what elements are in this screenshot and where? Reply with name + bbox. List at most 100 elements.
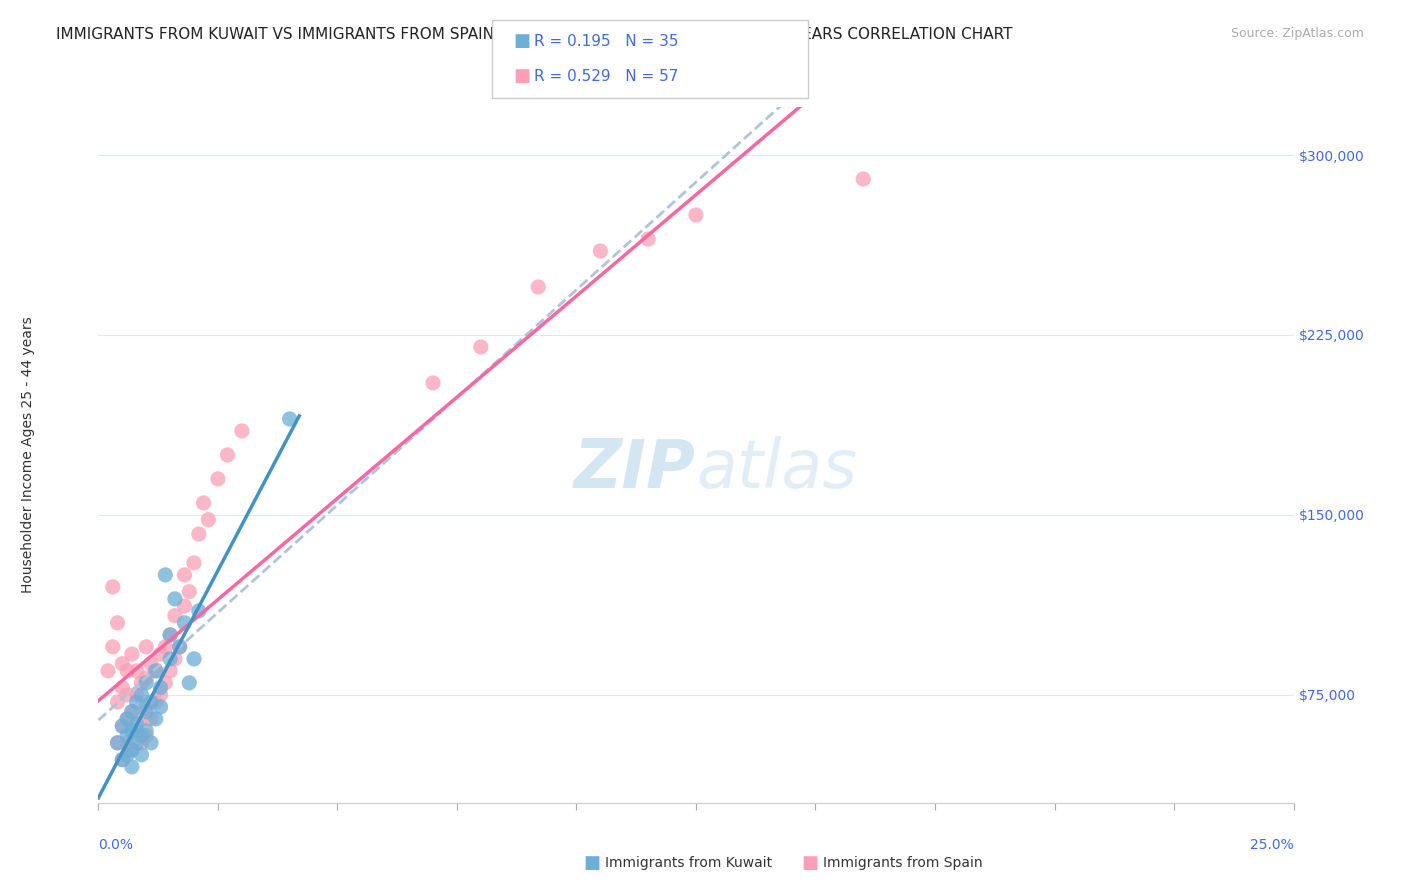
Point (197, 513, 219, 527)
Point (115, 729, 138, 743)
Point (149, 647, 172, 661)
Point (139, 695, 162, 709)
Point (135, 640, 157, 654)
Point (121, 705, 143, 719)
Point (163, 608, 186, 623)
Text: Immigrants from Spain: Immigrants from Spain (823, 856, 983, 871)
Point (135, 705, 157, 719)
Point (139, 657, 162, 671)
Text: Source: ZipAtlas.com: Source: ZipAtlas.com (1230, 27, 1364, 40)
Point (131, 747, 153, 762)
Point (135, 676, 157, 690)
Point (131, 676, 153, 690)
Point (183, 652, 205, 666)
Point (101, 640, 124, 654)
Point (193, 496, 215, 510)
Point (422, 376, 444, 390)
Point (135, 671, 157, 685)
Point (589, 244, 612, 258)
Point (217, 448, 239, 462)
Point (111, 657, 134, 671)
Text: 25.0%: 25.0% (1250, 838, 1294, 853)
Point (149, 688, 172, 702)
Point (637, 232, 659, 246)
Point (121, 723, 143, 738)
Point (115, 664, 138, 678)
Text: IMMIGRANTS FROM KUWAIT VS IMMIGRANTS FROM SPAIN HOUSEHOLDER INCOME AGES 25 - 44 : IMMIGRANTS FROM KUWAIT VS IMMIGRANTS FRO… (56, 27, 1012, 42)
Point (155, 676, 177, 690)
Point (125, 688, 148, 702)
Point (139, 712, 162, 726)
Point (107, 695, 129, 709)
Point (125, 664, 148, 678)
Point (135, 699, 157, 714)
Text: ZIP: ZIP (574, 436, 696, 502)
Point (107, 736, 129, 750)
Point (149, 699, 172, 714)
Point (159, 652, 181, 666)
Point (852, 172, 875, 186)
Point (131, 688, 153, 702)
Point (121, 760, 143, 774)
Point (145, 695, 167, 709)
Point (159, 628, 181, 642)
Point (470, 340, 492, 354)
Point (125, 695, 148, 709)
Point (187, 604, 209, 618)
Point (183, 556, 205, 570)
Point (159, 628, 181, 642)
Point (131, 712, 153, 726)
Text: ■: ■ (513, 32, 530, 51)
Point (685, 208, 707, 222)
Point (115, 688, 138, 702)
Point (107, 615, 129, 630)
Point (145, 664, 167, 678)
Point (115, 736, 138, 750)
Point (145, 712, 167, 726)
Point (173, 567, 195, 582)
Text: atlas: atlas (696, 436, 858, 502)
Point (163, 652, 186, 666)
Text: Householder Income Ages 25 - 44 years: Householder Income Ages 25 - 44 years (21, 317, 35, 593)
Point (111, 719, 134, 733)
Point (169, 640, 191, 654)
Point (155, 640, 177, 654)
Point (111, 753, 134, 767)
Point (159, 664, 181, 678)
Point (231, 424, 253, 438)
Point (179, 676, 201, 690)
Point (173, 599, 195, 613)
Point (111, 681, 134, 695)
Text: Immigrants from Kuwait: Immigrants from Kuwait (605, 856, 772, 871)
Text: ■: ■ (583, 855, 600, 872)
Point (131, 729, 153, 743)
Text: ■: ■ (801, 855, 818, 872)
Point (278, 412, 301, 426)
Point (139, 736, 162, 750)
Point (125, 736, 148, 750)
Text: ■: ■ (513, 67, 530, 86)
Point (115, 747, 138, 762)
Point (97, 664, 120, 678)
Point (125, 723, 148, 738)
Point (149, 681, 172, 695)
Point (207, 472, 229, 486)
Text: R = 0.529   N = 57: R = 0.529 N = 57 (534, 69, 679, 84)
Point (155, 567, 177, 582)
Point (121, 743, 143, 757)
Point (527, 280, 550, 294)
Point (131, 736, 153, 750)
Point (115, 712, 138, 726)
Point (121, 647, 143, 661)
Text: 0.0%: 0.0% (98, 838, 134, 853)
Point (135, 723, 157, 738)
Point (111, 753, 134, 767)
Point (169, 640, 191, 654)
Text: R = 0.195   N = 35: R = 0.195 N = 35 (534, 34, 679, 49)
Point (173, 615, 195, 630)
Point (121, 743, 143, 757)
Point (125, 716, 148, 731)
Point (101, 580, 124, 594)
Point (111, 719, 134, 733)
Point (163, 591, 186, 606)
